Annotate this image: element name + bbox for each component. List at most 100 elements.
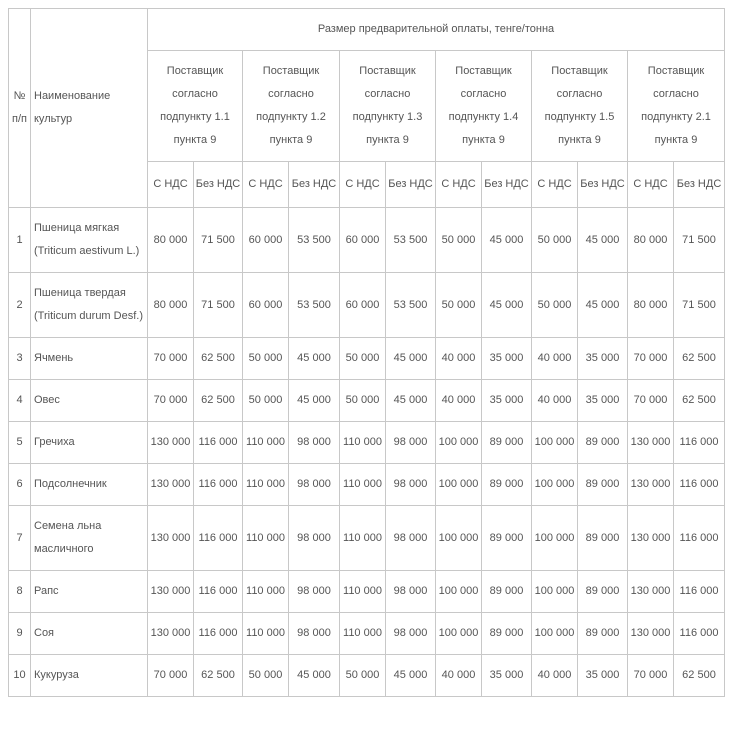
price-cell: 100 000 xyxy=(435,463,482,506)
group-header: Размер предварительной оплаты, тенге/тон… xyxy=(146,8,726,51)
row-number: 1 xyxy=(8,207,31,273)
crop-name: Кукуруза xyxy=(30,654,148,697)
price-cell: 60 000 xyxy=(242,207,289,273)
price-cell: 50 000 xyxy=(435,207,482,273)
row-number: 8 xyxy=(8,570,31,613)
table-row: 8 Рапс 130 000 116 000 110 000 98 000 110 000 9… xyxy=(8,570,726,613)
price-cell: 35 000 xyxy=(577,337,628,380)
price-cell: 53 500 xyxy=(385,272,436,338)
price-cell: 40 000 xyxy=(435,379,482,422)
price-cell: 110 000 xyxy=(339,421,386,464)
price-cell: 71 500 xyxy=(193,207,243,273)
price-cell: 70 000 xyxy=(147,337,194,380)
row-number: 7 xyxy=(8,505,31,571)
vat-header: Без НДС xyxy=(385,161,436,208)
price-cell: 130 000 xyxy=(147,570,194,613)
price-cell: 60 000 xyxy=(242,272,289,338)
price-cell: 71 500 xyxy=(672,272,726,338)
vat-header: Без НДС xyxy=(481,161,532,208)
price-cell: 45 000 xyxy=(385,654,436,697)
price-cell: 71 500 xyxy=(193,272,243,338)
price-cell: 98 000 xyxy=(288,421,340,464)
row-number: 3 xyxy=(8,337,31,380)
price-cell: 116 000 xyxy=(672,570,726,613)
price-cell: 130 000 xyxy=(627,612,674,655)
price-cell: 100 000 xyxy=(531,570,578,613)
price-cell: 40 000 xyxy=(531,654,578,697)
price-cell: 70 000 xyxy=(627,379,674,422)
price-cell: 98 000 xyxy=(385,463,436,506)
price-cell: 35 000 xyxy=(577,654,628,697)
price-cell: 100 000 xyxy=(435,421,482,464)
table-row: 3 Ячмень 70 000 62 500 50 000 45 000 50 000 45 … xyxy=(8,337,726,380)
price-cell: 110 000 xyxy=(339,570,386,613)
price-cell: 98 000 xyxy=(288,505,340,571)
price-cell: 100 000 xyxy=(435,505,482,571)
price-cell: 100 000 xyxy=(435,612,482,655)
price-cell: 100 000 xyxy=(531,612,578,655)
vat-header: С НДС xyxy=(627,161,674,208)
supplier-header: Поставщик согласно подпункту 1.4 пункта … xyxy=(435,50,532,162)
price-table: № п/п Наименование культур Размер предвари… xyxy=(8,8,726,697)
price-cell: 89 000 xyxy=(577,421,628,464)
crop-name: Подсолнечник xyxy=(30,463,148,506)
price-cell: 130 000 xyxy=(627,505,674,571)
price-cell: 50 000 xyxy=(435,272,482,338)
price-cell: 110 000 xyxy=(339,463,386,506)
price-cell: 116 000 xyxy=(193,421,243,464)
table-row: 4 Овес 70 000 62 500 50 000 45 000 50 000 45 00… xyxy=(8,379,726,422)
row-number: 5 xyxy=(8,421,31,464)
row-number: 6 xyxy=(8,463,31,506)
crop-name: Пшеница мягкая (Triticum aestivum L.) xyxy=(30,207,148,273)
table-row: 7 Семена льна масличного 130 000 116 000 110… xyxy=(8,505,726,571)
price-cell: 45 000 xyxy=(288,654,340,697)
row-number: 9 xyxy=(8,612,31,655)
price-cell: 50 000 xyxy=(531,272,578,338)
supplier-header: Поставщик согласно подпункту 2.1 пункта … xyxy=(626,50,726,162)
price-cell: 116 000 xyxy=(193,570,243,613)
number-header: № п/п xyxy=(8,8,31,208)
table-row: С НДС Без НДС С НДС Без НДС С НДС Без НДС С НД… xyxy=(9,161,726,208)
price-cell: 62 500 xyxy=(193,654,243,697)
table-row: 5 Гречиха 130 000 116 000 110 000 98 000 110 0… xyxy=(8,421,726,464)
price-cell: 60 000 xyxy=(339,272,386,338)
supplier-header: Поставщик согласно подпункту 1.1 пункта … xyxy=(147,50,243,162)
row-number: 10 xyxy=(8,654,31,697)
price-cell: 80 000 xyxy=(627,207,674,273)
price-cell: 62 500 xyxy=(193,379,243,422)
supplier-header: Поставщик согласно подпункту 1.5 пункта … xyxy=(531,50,628,162)
price-cell: 45 000 xyxy=(481,207,532,273)
price-cell: 116 000 xyxy=(672,463,726,506)
price-cell: 60 000 xyxy=(339,207,386,273)
price-cell: 50 000 xyxy=(242,379,289,422)
price-cell: 100 000 xyxy=(531,421,578,464)
price-cell: 98 000 xyxy=(288,612,340,655)
price-cell: 62 500 xyxy=(193,337,243,380)
price-cell: 98 000 xyxy=(385,570,436,613)
price-cell: 89 000 xyxy=(481,463,532,506)
vat-header: Без НДС xyxy=(577,161,628,208)
price-cell: 50 000 xyxy=(531,207,578,273)
price-cell: 53 500 xyxy=(385,207,436,273)
price-cell: 70 000 xyxy=(627,337,674,380)
price-cell: 80 000 xyxy=(627,272,674,338)
vat-header: Без НДС xyxy=(672,161,726,208)
price-cell: 35 000 xyxy=(577,379,628,422)
crop-name: Ячмень xyxy=(30,337,148,380)
price-cell: 98 000 xyxy=(385,421,436,464)
price-cell: 98 000 xyxy=(288,463,340,506)
price-cell: 50 000 xyxy=(339,337,386,380)
price-cell: 130 000 xyxy=(627,463,674,506)
table-row: 1 Пшеница мягкая (Triticum aestivum L.) 80… xyxy=(8,207,726,273)
table-row: 6 Подсолнечник 130 000 116 000 110 000 98 000… xyxy=(8,463,726,506)
price-cell: 80 000 xyxy=(147,207,194,273)
price-cell: 130 000 xyxy=(627,421,674,464)
price-cell: 45 000 xyxy=(481,272,532,338)
price-cell: 130 000 xyxy=(627,570,674,613)
price-cell: 62 500 xyxy=(672,654,726,697)
price-cell: 110 000 xyxy=(242,570,289,613)
price-cell: 98 000 xyxy=(288,570,340,613)
price-cell: 116 000 xyxy=(193,463,243,506)
price-cell: 89 000 xyxy=(481,421,532,464)
